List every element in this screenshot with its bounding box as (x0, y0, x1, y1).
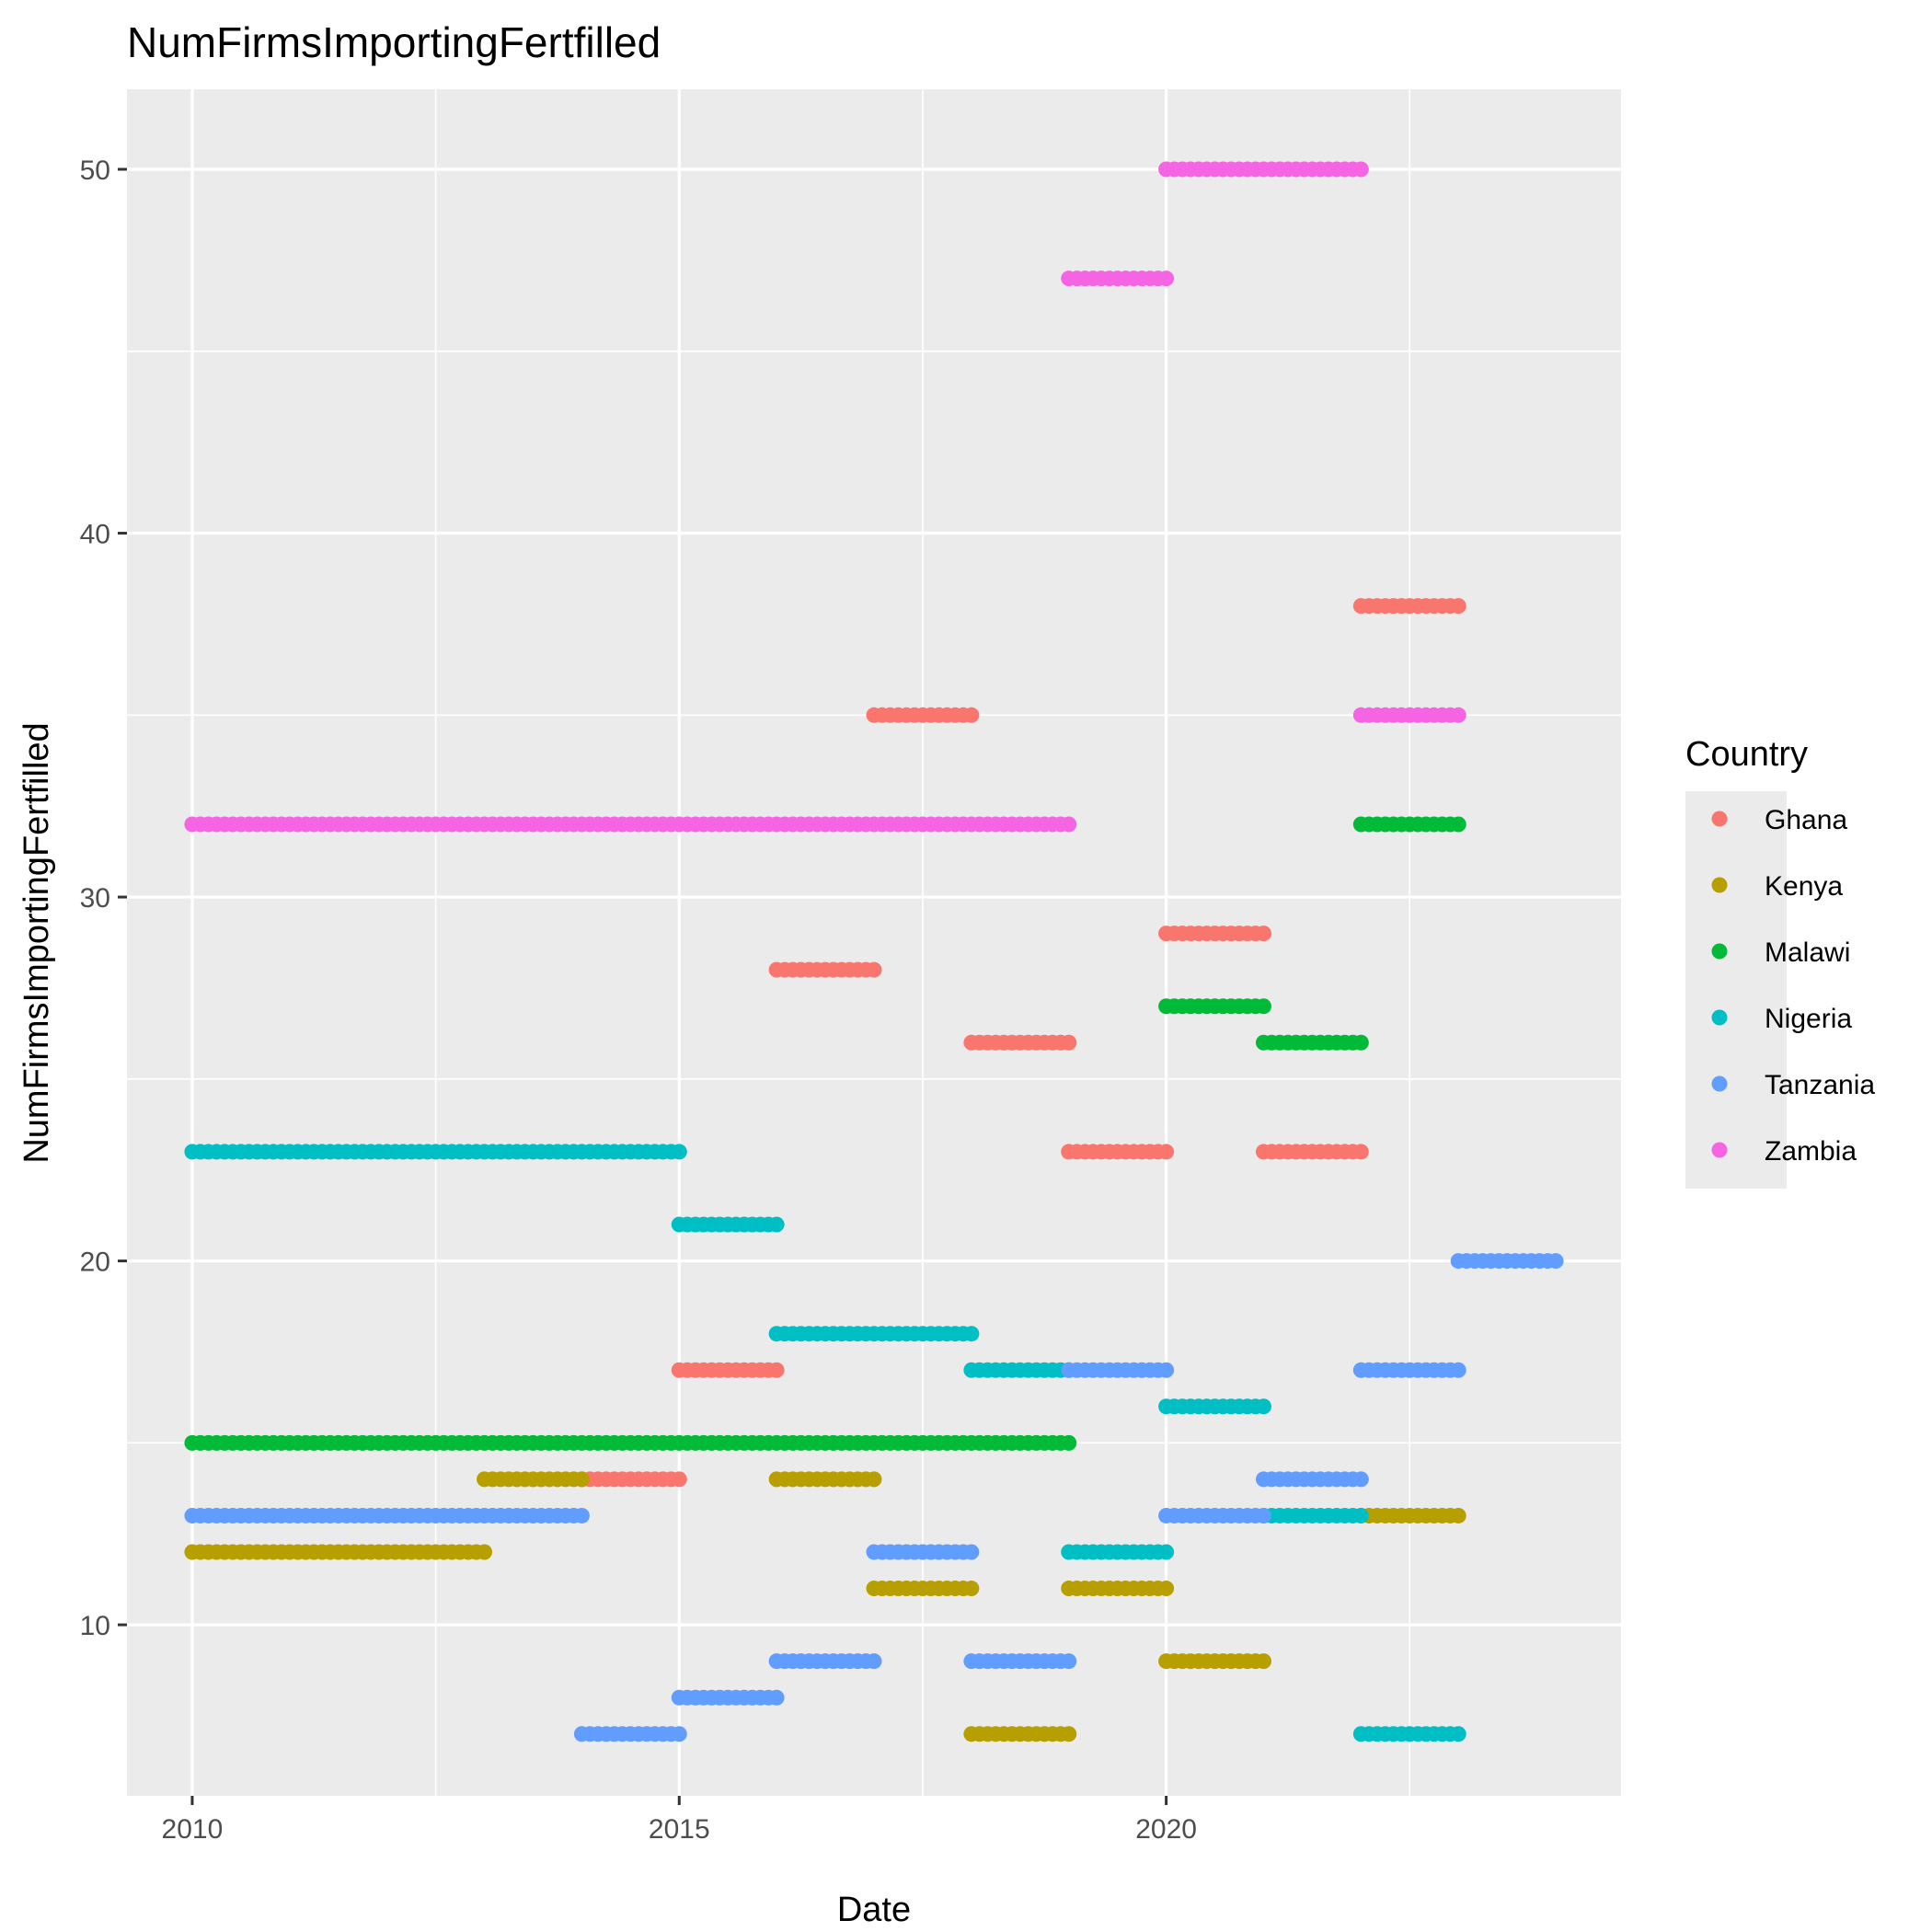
legend-key-kenya (1711, 877, 1728, 893)
legend-label-malawi: Malawi (1765, 937, 1850, 968)
series-nigeria (184, 1144, 1466, 1742)
point-zambia (1158, 270, 1175, 287)
point-ghana (1158, 1144, 1175, 1160)
legend-key-zambia (1711, 1142, 1728, 1158)
point-malawi (1352, 1034, 1369, 1051)
x-tick-label: 2015 (649, 1814, 710, 1845)
legend-label-nigeria: Nigeria (1765, 1004, 1852, 1034)
point-tanzania (1450, 1362, 1466, 1378)
x-tick-label: 2010 (162, 1814, 224, 1845)
point-ghana (866, 961, 882, 978)
y-tick-label: 40 (80, 520, 110, 550)
point-tanzania (963, 1544, 980, 1560)
legend-key-ghana (1711, 811, 1728, 827)
point-tanzania (866, 1653, 882, 1670)
plot-panel (127, 89, 1621, 1796)
series-zambia (184, 161, 1466, 833)
point-ghana (1255, 926, 1271, 942)
point-ghana (671, 1471, 687, 1488)
point-kenya (963, 1581, 980, 1597)
legend: Country Ghana Kenya Malawi Nigeria Tanzania Z… (1685, 735, 1875, 1189)
point-zambia (1061, 816, 1077, 833)
point-tanzania (1352, 1471, 1369, 1488)
legend-label-ghana: Ghana (1765, 805, 1847, 835)
point-tanzania (671, 1726, 687, 1742)
legend-key-nigeria (1711, 1009, 1728, 1026)
legend-label-kenya: Kenya (1765, 871, 1843, 902)
legend-label-tanzania: Tanzania (1765, 1070, 1875, 1100)
point-nigeria (1352, 1507, 1369, 1524)
point-nigeria (963, 1326, 980, 1342)
point-nigeria (1255, 1398, 1271, 1415)
series-tanzania (184, 1253, 1564, 1742)
point-ghana (963, 707, 980, 723)
x-axis: 2010 2015 2020 (162, 1796, 1197, 1845)
legend-key-tanzania (1711, 1075, 1728, 1092)
point-nigeria (1450, 1726, 1466, 1742)
series-malawi (184, 816, 1466, 1451)
point-kenya (1158, 1581, 1175, 1597)
y-tick-label: 20 (80, 1248, 110, 1278)
point-malawi (1061, 1434, 1077, 1451)
point-tanzania (573, 1507, 590, 1524)
point-tanzania (1061, 1653, 1077, 1670)
point-ghana (1061, 1034, 1077, 1051)
point-kenya (1061, 1726, 1077, 1742)
legend-key-background (1685, 791, 1787, 1189)
point-nigeria (768, 1216, 785, 1233)
point-kenya (1255, 1653, 1271, 1670)
point-tanzania (1158, 1362, 1175, 1378)
point-malawi (1450, 816, 1466, 833)
point-ghana (1450, 598, 1466, 615)
y-tick-label: 50 (80, 155, 110, 186)
point-zambia (1352, 161, 1369, 178)
legend-label-zambia: Zambia (1765, 1136, 1857, 1167)
point-ghana (1352, 1144, 1369, 1160)
point-nigeria (1158, 1544, 1175, 1560)
data-points (184, 161, 1564, 1742)
point-kenya (866, 1471, 882, 1488)
y-axis: 10 20 30 40 50 (80, 155, 127, 1641)
legend-title: Country (1685, 735, 1808, 774)
point-zambia (1450, 707, 1466, 723)
x-tick-label: 2020 (1135, 1814, 1197, 1845)
chart-title: NumFirmsImportingFertfilled (127, 18, 661, 66)
point-ghana (768, 1362, 785, 1378)
y-tick-label: 30 (80, 883, 110, 914)
legend-key-malawi (1711, 943, 1728, 960)
x-axis-title: Date (837, 1891, 911, 1929)
point-kenya (477, 1544, 493, 1560)
y-axis-title: NumFirmsImportingFertfilled (17, 722, 56, 1163)
point-tanzania (1547, 1253, 1564, 1270)
series-ghana (573, 598, 1466, 1488)
y-tick-label: 10 (80, 1611, 110, 1641)
point-kenya (573, 1471, 590, 1488)
point-tanzania (768, 1689, 785, 1706)
series-kenya (184, 1471, 1466, 1742)
point-malawi (1255, 998, 1271, 1015)
point-tanzania (1255, 1507, 1271, 1524)
point-kenya (1450, 1507, 1466, 1524)
point-nigeria (671, 1144, 687, 1160)
